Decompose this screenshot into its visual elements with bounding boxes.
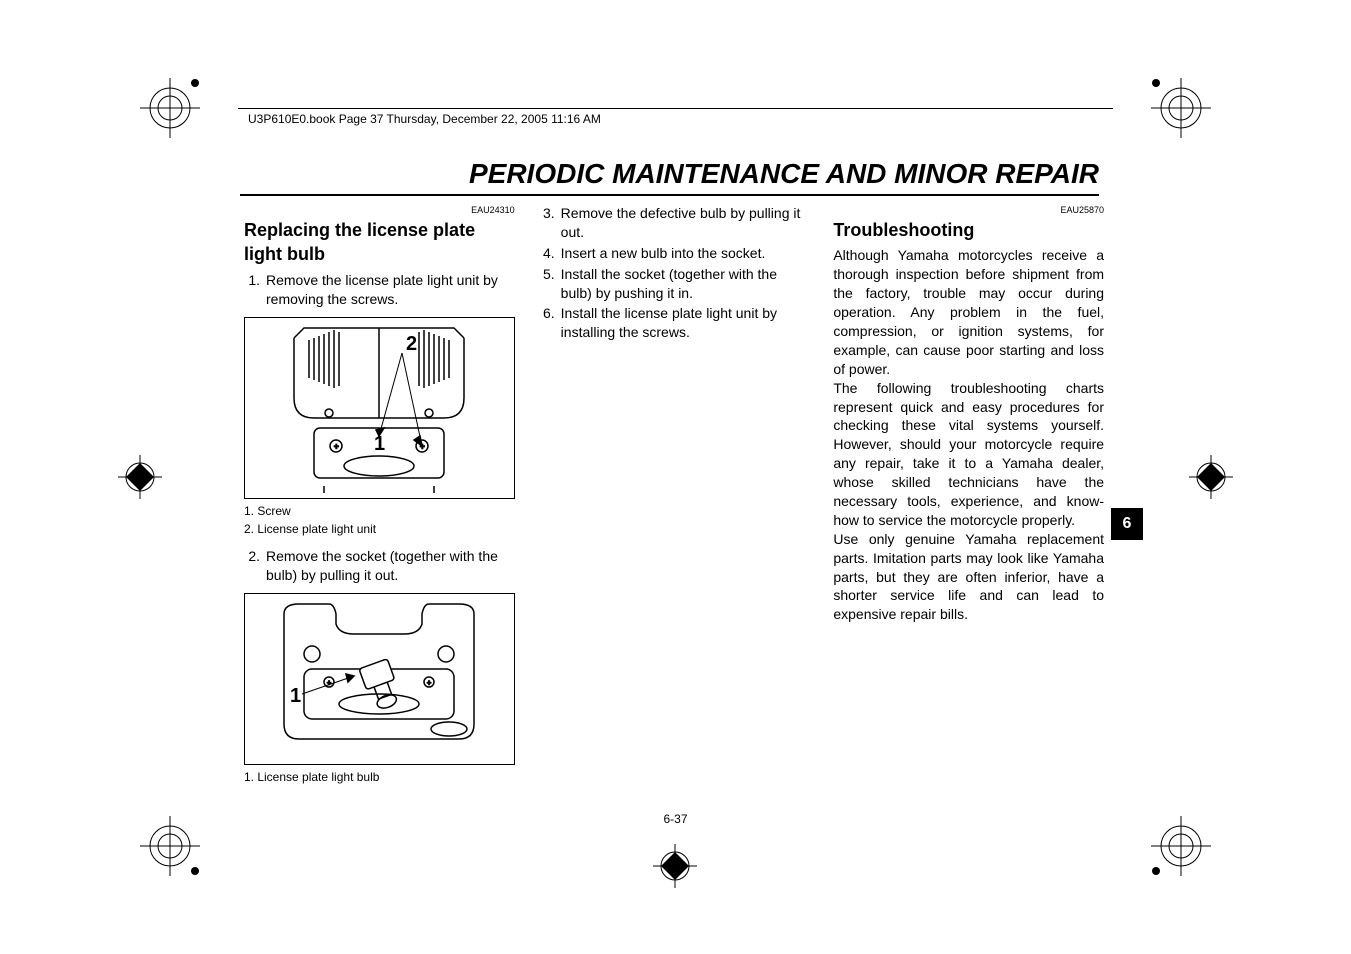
crop-mark-icon — [1181, 447, 1241, 507]
step-item: 2. Remove the socket (together with the … — [244, 547, 515, 585]
svg-text:+: + — [427, 680, 431, 687]
content-area: EAU24310 Replacing the license plate lig… — [244, 204, 1104, 795]
figure-2: + + 1 — [244, 593, 515, 765]
section-heading: Replacing the license plate light bulb — [244, 218, 515, 267]
svg-text:+: + — [334, 442, 339, 451]
paragraph: Use only genuine Yamaha replacement part… — [833, 530, 1104, 624]
crop-mark-icon — [1151, 78, 1211, 138]
step-text: Insert a new bulb into the socket. — [561, 244, 810, 263]
svg-text:1: 1 — [374, 433, 385, 455]
svg-text:2: 2 — [406, 333, 417, 355]
column-3: EAU25870 Troubleshooting Although Yamaha… — [833, 204, 1104, 795]
crop-mark-icon — [110, 447, 170, 507]
step-item: 3. Remove the defective bulb by pulling … — [539, 204, 810, 242]
step-number: 6. — [539, 304, 561, 342]
step-item: 4. Insert a new bulb into the socket. — [539, 244, 810, 263]
column-2: 3. Remove the defective bulb by pulling … — [539, 204, 810, 795]
step-text: Install the license plate light unit by … — [561, 304, 810, 342]
doc-code: EAU25870 — [833, 204, 1104, 216]
chapter-rule — [240, 194, 1099, 196]
doc-code: EAU24310 — [244, 204, 515, 216]
figure-caption: 1. Screw — [244, 503, 515, 519]
step-item: 6. Install the license plate light unit … — [539, 304, 810, 342]
step-item: 5. Install the socket (together with the… — [539, 265, 810, 303]
column-1: EAU24310 Replacing the license plate lig… — [244, 204, 515, 795]
step-number: 3. — [539, 204, 561, 242]
step-number: 5. — [539, 265, 561, 303]
crop-mark-icon — [645, 836, 705, 896]
chapter-title: PERIODIC MAINTENANCE AND MINOR REPAIR — [469, 158, 1099, 190]
paragraph: The following troubleshooting charts rep… — [833, 379, 1104, 530]
step-text: Remove the license plate light unit by r… — [266, 271, 515, 309]
step-text: Install the socket (together with the bu… — [561, 265, 810, 303]
step-text: Remove the socket (together with the bul… — [266, 547, 515, 585]
paragraph: Although Yamaha motorcycles receive a th… — [833, 246, 1104, 378]
step-text: Remove the defective bulb by pulling it … — [561, 204, 810, 242]
section-heading: Troubleshooting — [833, 218, 1104, 242]
crop-mark-icon — [140, 78, 200, 138]
figure-1: + + 2 1 — [244, 317, 515, 499]
figure-caption: 1. License plate light bulb — [244, 769, 515, 785]
step-number: 1. — [244, 271, 266, 309]
step-number: 4. — [539, 244, 561, 263]
step-item: 1. Remove the license plate light unit b… — [244, 271, 515, 309]
step-number: 2. — [244, 547, 266, 585]
page-number: 6-37 — [0, 812, 1351, 826]
header-meta: U3P610E0.book Page 37 Thursday, December… — [248, 108, 601, 126]
figure-caption: 2. License plate light unit — [244, 521, 515, 537]
chapter-tab: 6 — [1111, 508, 1143, 540]
svg-text:1: 1 — [290, 685, 301, 707]
svg-text:+: + — [327, 680, 331, 687]
